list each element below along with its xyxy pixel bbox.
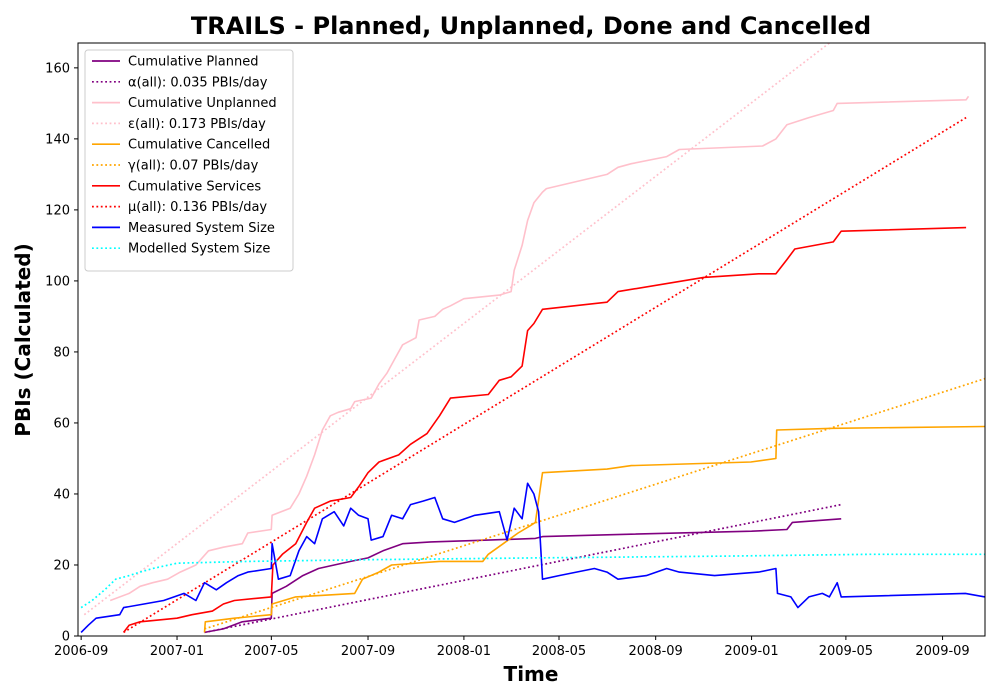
series-line-10 [80,553,985,609]
legend-label-cumulative-services: Cumulative Services [128,179,261,194]
x-axis-label: Time [504,662,559,686]
x-tick-label-2008-05: 2008-05 [532,644,586,659]
legend-label-cumulative-planned: Cumulative Planned [128,55,258,70]
series-layer [80,43,985,634]
legend-label-all-0-173-pbis-day: ε(all): 0.173 PBIs/day [128,117,266,132]
y-tick-label-40: 40 [53,487,70,502]
plot-frame [77,42,986,637]
legend-label-modelled-system-size: Modelled System Size [128,242,270,257]
series-line-7 [122,226,967,633]
series-line-3 [109,95,970,602]
legend-label-all-0-035-pbis-day: α(all): 0.035 PBIs/day [128,75,268,90]
legend: Cumulative Planned α(all): 0.035 PBIs/day… [84,49,294,272]
x-tick-label-2008-01: 2008-01 [437,644,491,659]
series-line-9 [80,482,985,633]
x-tick-label-2009-05: 2009-05 [819,644,873,659]
y-tick-label-140: 140 [45,132,70,147]
y-tick-label-80: 80 [53,345,70,360]
x-tick-label-2009-01: 2009-01 [724,644,778,659]
legend-label-all-0-136-pbis-day: μ(all): 0.136 PBIs/day [128,200,267,215]
y-tick-label-160: 160 [45,61,70,76]
x-tick-label-2007-01: 2007-01 [150,644,204,659]
legend-box [84,49,294,272]
series-line-8 [123,116,967,634]
legend-label-measured-system-size: Measured System Size [128,221,275,236]
y-tick-label-120: 120 [45,203,70,218]
x-tick-label-2006-09: 2006-09 [54,644,108,659]
y-tick-label-100: 100 [45,274,70,289]
y-tick-label-20: 20 [53,558,70,573]
legend-label-cumulative-cancelled: Cumulative Cancelled [128,138,270,153]
x-tick-label-2007-05: 2007-05 [244,644,298,659]
y-tick-label-0: 0 [62,630,70,645]
y-axis-label: PBIs (Calculated) [11,243,35,436]
legend-label-cumulative-unplanned: Cumulative Unplanned [128,96,277,111]
series-line-6 [204,377,985,630]
legend-label-all-0-07-pbis-day: γ(all): 0.07 PBIs/day [128,159,259,174]
y-tick-label-60: 60 [53,416,70,431]
ticks-layer: 2006-09 2007-01 2007-05 2007-09 2008-01 2008-… [45,61,970,659]
series-line-5 [203,425,985,633]
x-tick-label-2008-09: 2008-09 [629,644,683,659]
x-tick-label-2009-09: 2009-09 [915,644,969,659]
chart-title: TRAILS - Planned, Unplanned, Done and Ca… [191,12,871,40]
x-tick-label-2007-09: 2007-09 [341,644,395,659]
